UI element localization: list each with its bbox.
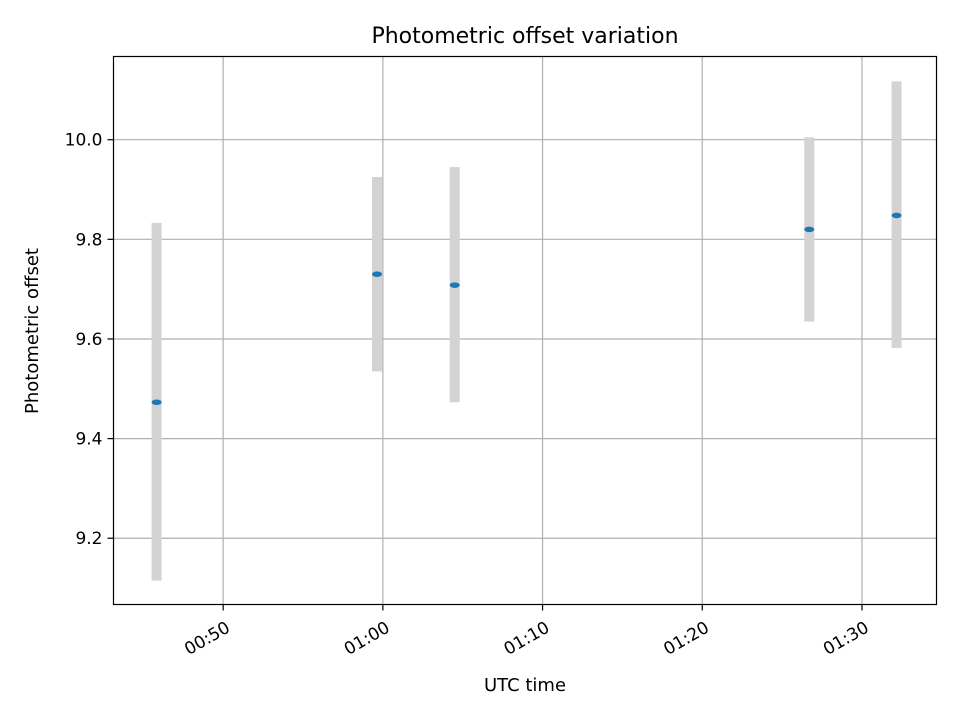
grid: [113, 56, 937, 605]
x-axis-ticks: 00:50 01:00 01:10 01:20 01:30: [181, 604, 872, 660]
data-point: [891, 212, 902, 219]
x-tick-label: 01:10: [501, 618, 553, 660]
y-tick-label: 9.6: [75, 330, 102, 350]
y-tick-label: 9.4: [75, 430, 102, 450]
y-axis-label: Photometric offset: [22, 248, 43, 414]
x-tick-label: 01:20: [660, 618, 712, 660]
chart-title: Photometric offset variation: [371, 24, 678, 49]
y-tick-label: 10.0: [65, 131, 103, 151]
x-tick-label: 01:30: [820, 618, 872, 660]
data-point: [151, 399, 162, 406]
error-bars: [151, 81, 902, 581]
y-axis-ticks: 9.2 9.4 9.6 9.8 10.0: [65, 131, 114, 549]
data-point: [804, 226, 815, 233]
plot-frame: [112, 55, 938, 606]
data-point: [372, 271, 383, 278]
x-tick-label: 00:50: [181, 618, 233, 660]
x-axis-label: UTC time: [484, 675, 566, 696]
data-points: [151, 212, 902, 406]
y-tick-label: 9.2: [75, 529, 102, 549]
y-tick-label: 9.8: [75, 230, 102, 250]
data-point: [449, 282, 460, 288]
x-tick-label: 01:00: [341, 618, 393, 660]
